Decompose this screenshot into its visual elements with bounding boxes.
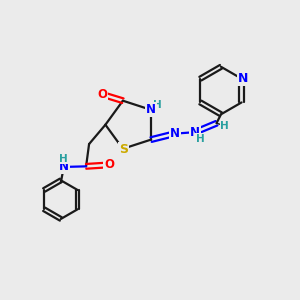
Text: N: N xyxy=(170,127,180,140)
Text: N: N xyxy=(146,103,156,116)
Text: O: O xyxy=(104,158,114,171)
Text: O: O xyxy=(98,88,107,101)
Text: N: N xyxy=(190,126,200,139)
Text: H: H xyxy=(153,100,162,110)
Text: H: H xyxy=(59,154,68,164)
Text: H: H xyxy=(220,121,229,130)
Text: N: N xyxy=(59,160,69,173)
Text: H: H xyxy=(196,134,205,144)
Text: N: N xyxy=(238,72,248,85)
Text: S: S xyxy=(119,143,128,156)
